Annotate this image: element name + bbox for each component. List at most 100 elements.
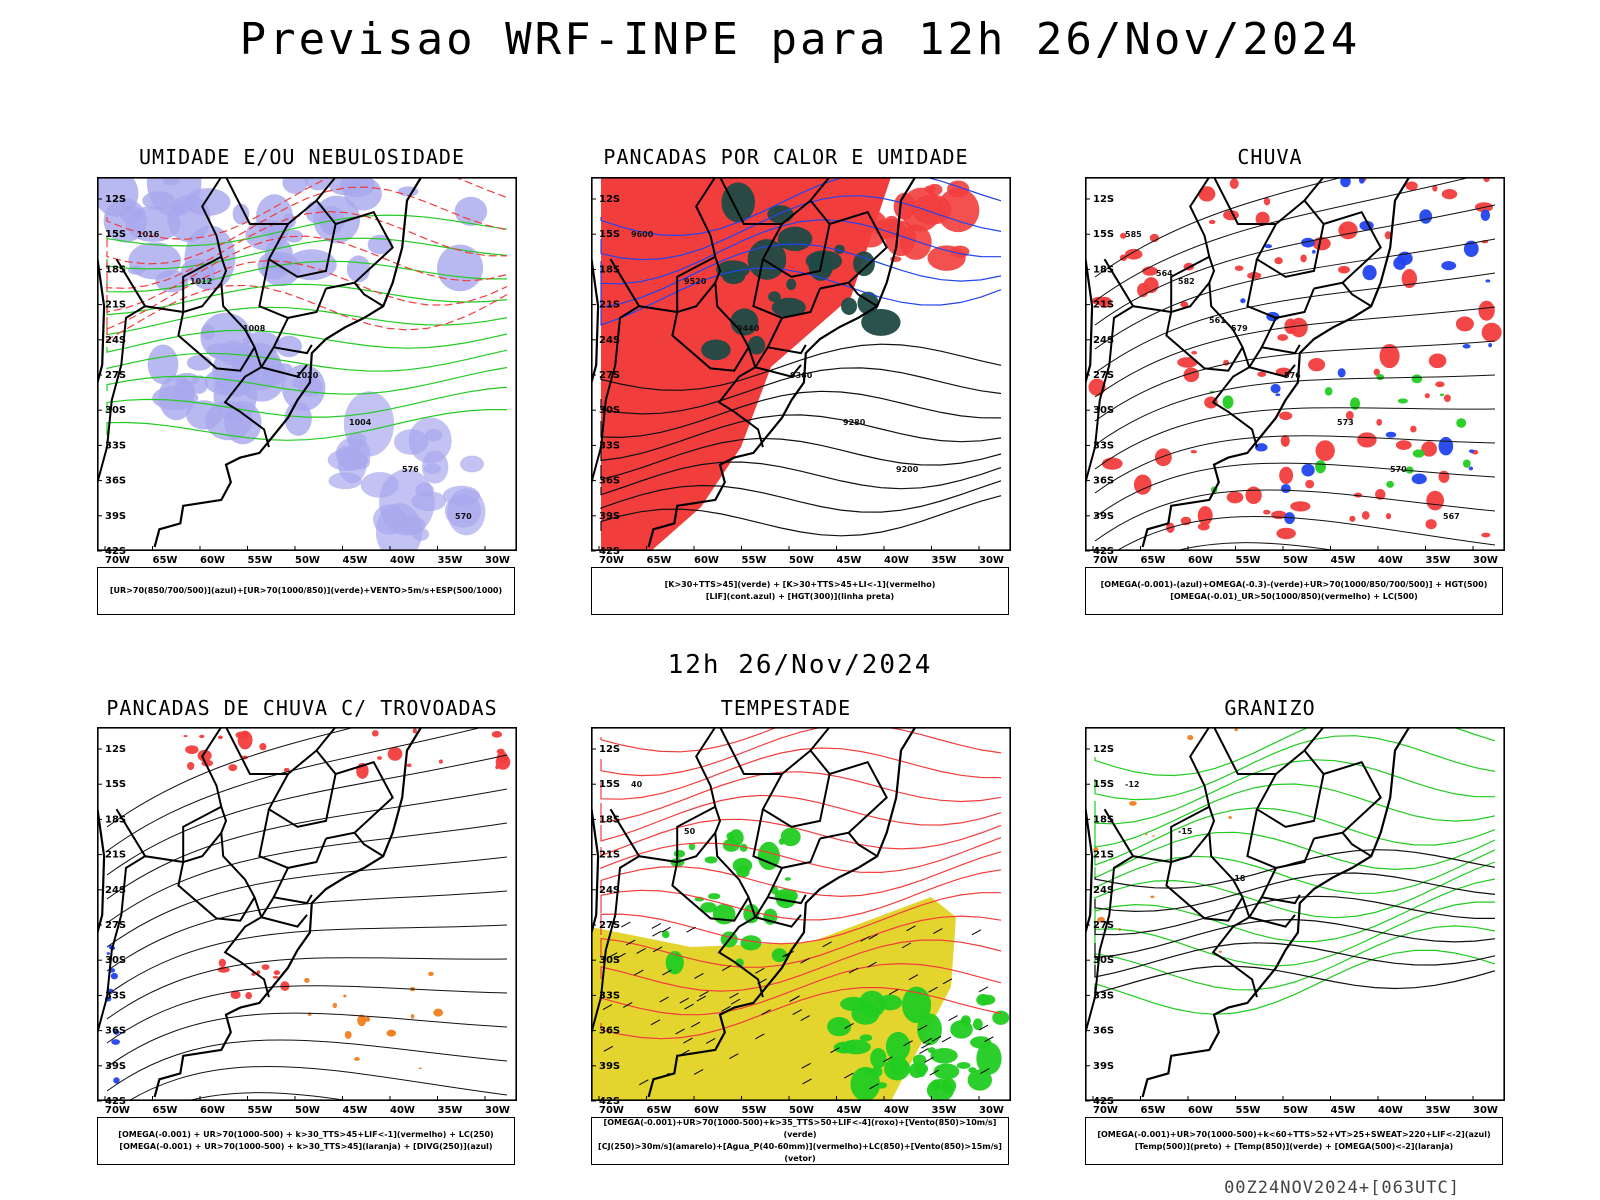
wind-green-area [976, 1042, 1002, 1075]
rain-green-area [1439, 393, 1444, 397]
storm-red-area [228, 764, 238, 772]
omega-orange-area [1228, 815, 1232, 819]
omega-orange-area [1118, 927, 1121, 931]
coastline [153, 177, 423, 548]
humidity-blue-area [408, 417, 452, 464]
map-field-layer [97, 727, 511, 1101]
lat-label: 30S [1093, 955, 1114, 966]
political-border [325, 761, 394, 840]
political-border [177, 832, 256, 922]
political-border [591, 855, 678, 1044]
humidity-blue-area [373, 504, 407, 535]
political-border [591, 305, 678, 494]
political-border [671, 832, 750, 922]
storm-red-area [185, 745, 199, 755]
storm-orange-area [357, 1014, 367, 1027]
lon-label: 70W [105, 555, 130, 566]
lat-label: 27S [1093, 920, 1114, 931]
lat-label: 33S [105, 990, 126, 1001]
humidity-blue-area [142, 191, 176, 211]
lon-label: 35W [932, 1105, 957, 1116]
storm-red-area [377, 756, 382, 760]
lon-label: 50W [789, 1105, 814, 1116]
rain-red-area [1191, 351, 1198, 355]
storm-orange-area [304, 977, 310, 983]
humidity-blue-area [459, 455, 485, 473]
contour-label: 567 [1443, 512, 1460, 521]
political-border [676, 255, 716, 312]
humidity-blue-area [437, 244, 484, 292]
storm-red-area [259, 743, 267, 751]
coastline [1141, 727, 1411, 1098]
map-frame [97, 727, 517, 1101]
wind-vector [699, 991, 709, 997]
rain-blue-area [1240, 298, 1246, 304]
rain-red-area [1375, 489, 1386, 500]
lat-label: 27S [1093, 370, 1114, 381]
storm-red-area [261, 964, 270, 970]
rain-red-area [1395, 440, 1412, 450]
streamline [106, 1012, 508, 1068]
lat-label: 30S [599, 955, 620, 966]
wind-green-area [859, 1034, 873, 1042]
map-svg: 585 582 579 576 573 570 567 564 561 12S 15S 18S 21S 2… [1085, 177, 1505, 566]
rain-red-area [1124, 248, 1143, 260]
legend-5-line-1: [OMEGA(-0.001)+UR>70(1000-500)+k>35_TTS>… [603, 1118, 997, 1139]
political-border [1246, 259, 1315, 319]
rain-blue-area [1485, 279, 1491, 283]
map-chuva: 585 582 579 576 573 570 567 564 561 12S 15S 18S 21S 2… [1085, 177, 1505, 566]
lon-label: 55W [248, 555, 273, 566]
political-border [1085, 855, 1172, 1044]
political-border [259, 896, 308, 928]
wind-green-area [917, 1013, 942, 1046]
streamline [106, 856, 508, 948]
streamline [106, 727, 486, 852]
rain-red-area [1245, 486, 1262, 505]
streamline [127, 1066, 508, 1101]
contour-label: 1008 [243, 324, 266, 333]
rain-red-area [1120, 232, 1127, 239]
lon-label: 35W [1426, 555, 1451, 566]
legend-4-line-1: [OMEGA(-0.001) + UR>70(1000-500) + k>30_… [118, 1130, 494, 1139]
political-border [182, 255, 222, 312]
political-border [1260, 867, 1301, 905]
lon-label: 40W [884, 1105, 909, 1116]
wind-vector [721, 965, 732, 972]
omega-orange-area [1145, 832, 1148, 836]
wind-vector [868, 933, 878, 940]
humidity-blue-area [170, 202, 186, 217]
wind-vector [675, 1028, 685, 1035]
contour-label: 40 [631, 780, 643, 789]
temp850-contour [1094, 759, 1496, 825]
wind-green-area [870, 1047, 887, 1069]
storm-red-area [438, 759, 443, 764]
political-border [1213, 177, 1276, 225]
rain-red-area [1345, 410, 1354, 420]
wind-vector [802, 1078, 812, 1085]
wind-green-area [688, 843, 696, 851]
storm-red-area [197, 749, 212, 762]
lon-label: 45W [837, 1105, 862, 1116]
streamline [106, 822, 508, 924]
legend-2: [K>30+TTS>45](verde) + [K>30+TTS>45+LI<-… [591, 567, 1009, 615]
humidity-green-contour [106, 329, 508, 353]
contour-label: 1020 [296, 371, 319, 380]
wind-vector [948, 1015, 958, 1021]
lat-label: 36S [599, 1026, 620, 1037]
legend-6-line-2: [Temp(500)](preto) + [Temp(850)](verde) … [1134, 1142, 1454, 1151]
legend-5: [OMEGA(-0.001)+UR>70(1000-500)+k>35_TTS>… [591, 1117, 1009, 1165]
wind-green-area [665, 950, 684, 975]
legend-6-line-1: [OMEGA(-0.001)+UR>70(1000-500)+k<60+TTS>… [1097, 1130, 1491, 1139]
lat-label: 15S [105, 229, 126, 240]
storm-orange-area [418, 1067, 422, 1070]
instability-green-area [861, 308, 901, 336]
lat-label: 42S [105, 1096, 126, 1107]
divergence-blue-area [113, 1029, 120, 1035]
wind-green-area [992, 1010, 1010, 1025]
rain-blue-area [1275, 393, 1281, 397]
omega-orange-area [1187, 735, 1194, 741]
wind-green-area [885, 1031, 911, 1062]
omega-orange-area [1150, 895, 1155, 899]
rain-red-area [1312, 236, 1331, 251]
